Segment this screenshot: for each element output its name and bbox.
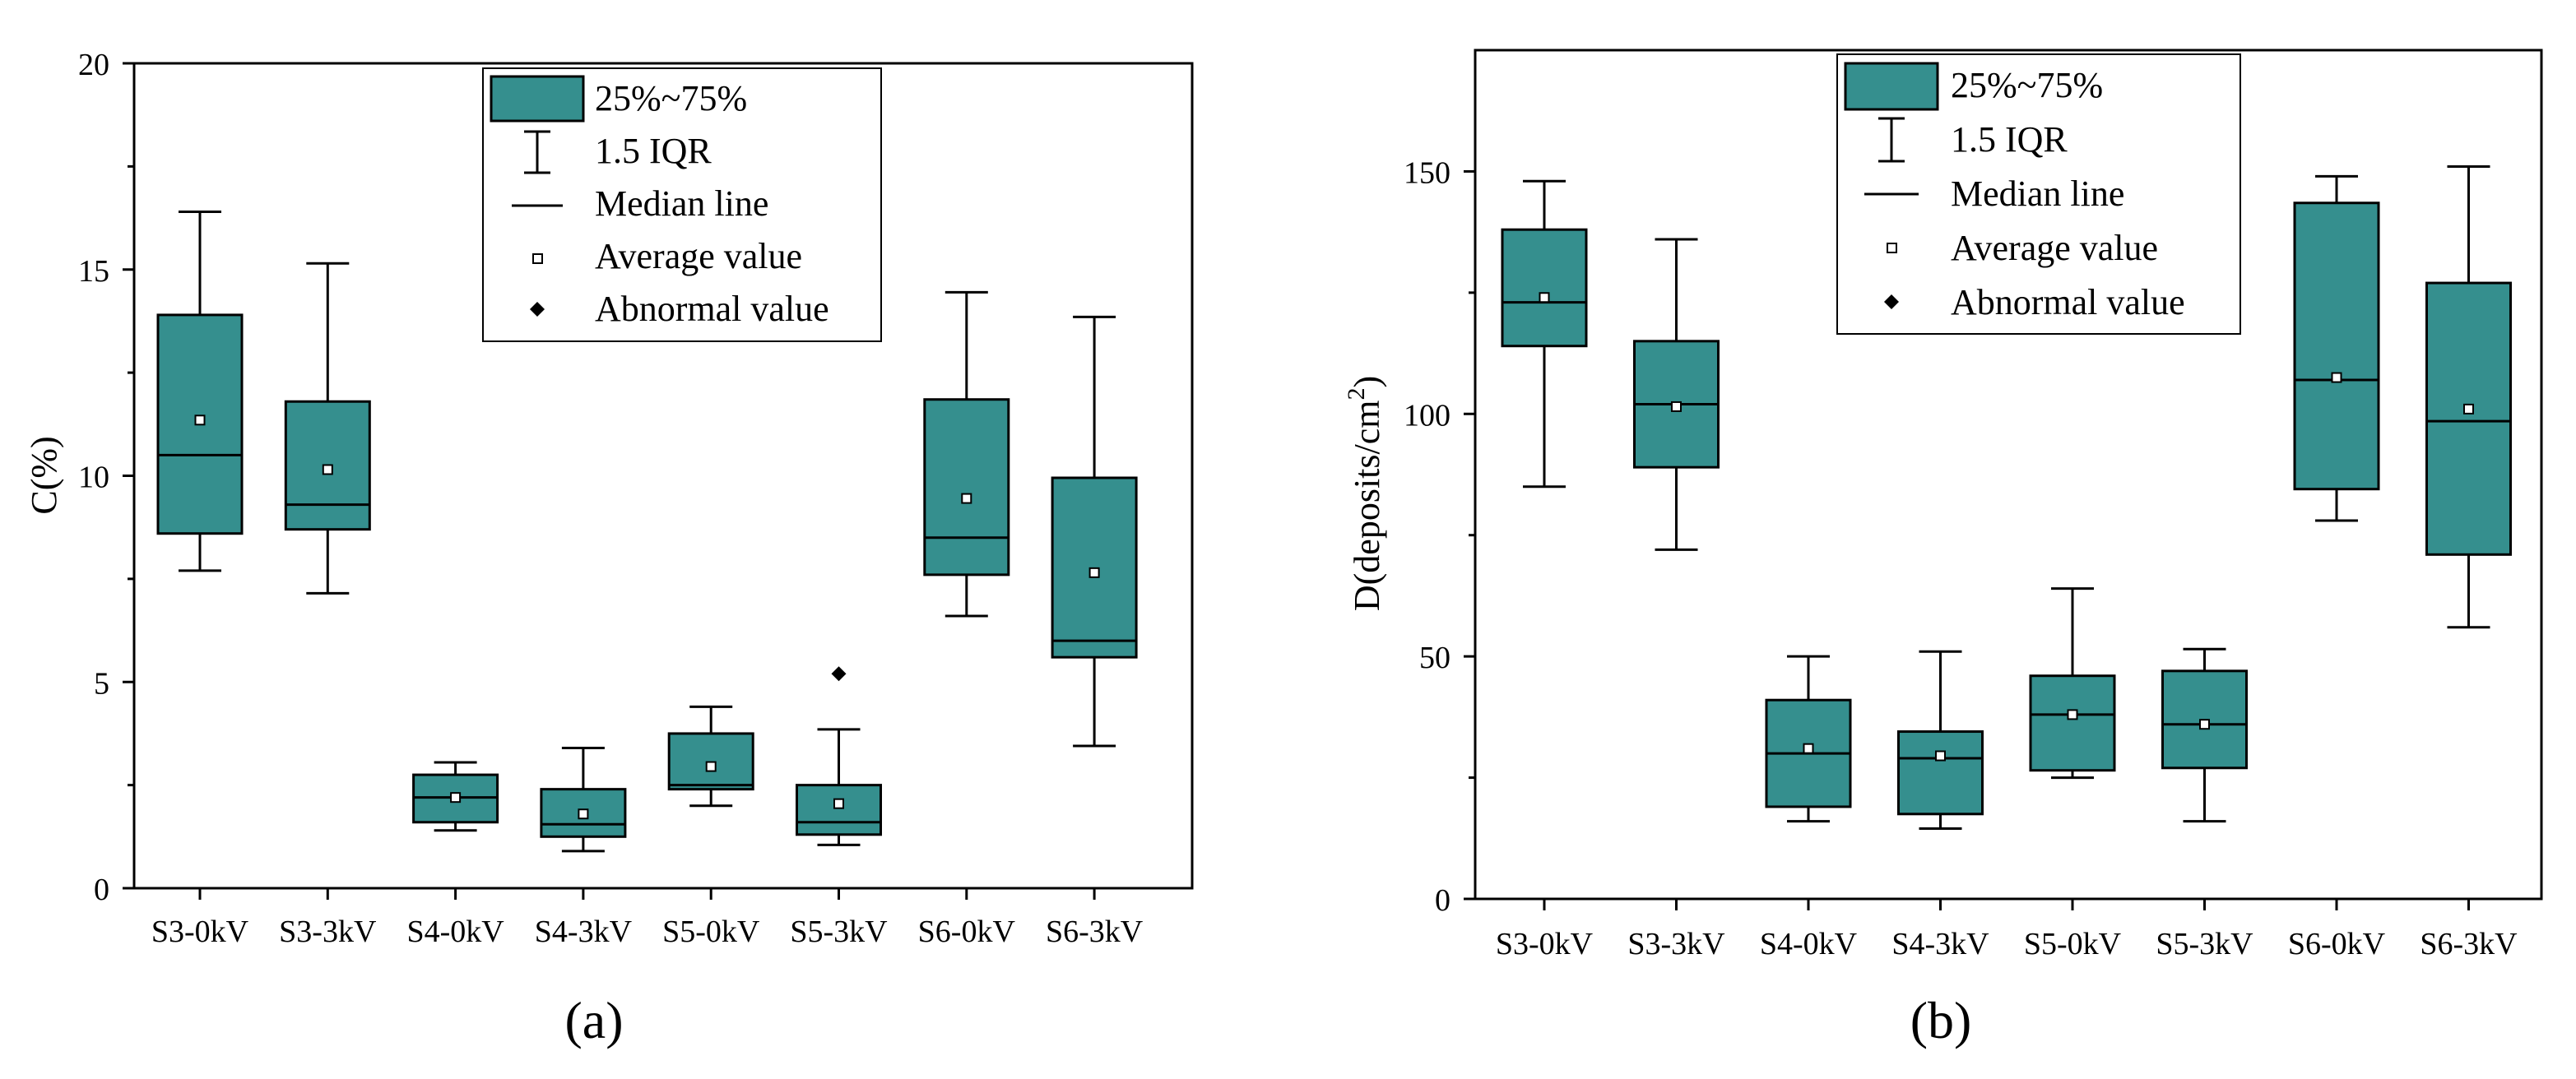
panel-b-y-axis-label: D(deposits/cm2) xyxy=(1343,376,1387,611)
panel-b-chart: 0 50 100 150 S3-0kV S3-3kV S4-0kV S4-3kV S5-0kV… xyxy=(1343,49,2543,1049)
box-S4-3kV xyxy=(1897,650,1984,830)
box-S6-3kV xyxy=(2425,165,2512,629)
panel-b-legend: 25%~75% 1.5 IQR Median line Average valu… xyxy=(1836,53,2241,335)
box-S4-3kV xyxy=(540,746,627,853)
mean-marker xyxy=(2067,709,2078,720)
mean-marker xyxy=(961,493,972,504)
x-tick-label: S5-3kV xyxy=(790,915,888,949)
mean-marker xyxy=(1671,401,1682,412)
mean-marker xyxy=(1935,750,1946,762)
y-tick-label: 20 xyxy=(78,48,109,82)
x-tick-label: S6-3kV xyxy=(2420,927,2518,961)
box-S5-0kV xyxy=(667,705,754,808)
mean-marker xyxy=(2331,372,2342,383)
box-S4-0kV xyxy=(412,761,499,832)
legend-box-swatch xyxy=(1844,62,1939,111)
box-S3-0kV xyxy=(1501,179,1588,489)
legend-mean-symbol xyxy=(1887,243,1897,253)
mean-marker xyxy=(194,414,206,426)
iqr-box xyxy=(2293,201,2380,491)
y-tick-label: 0 xyxy=(1435,883,1450,918)
y-tick-label: 50 xyxy=(1419,641,1450,675)
x-tick-label: S4-3kV xyxy=(535,915,633,949)
legend-outlier-label: Abnormal value xyxy=(1951,282,2185,322)
legend-mean-label: Average value xyxy=(1951,228,2158,268)
y-tick-label: 15 xyxy=(78,254,109,289)
mean-marker xyxy=(2463,403,2474,414)
panel-a-boxes xyxy=(156,211,1138,853)
panel-a-y-axis-label: C(%) xyxy=(24,436,64,514)
outlier-marker xyxy=(831,666,847,682)
mean-marker xyxy=(1088,567,1100,578)
box-S4-0kV xyxy=(1765,655,1852,823)
iqr-box xyxy=(1897,730,1984,816)
x-tick-label: S4-0kV xyxy=(406,915,504,949)
y-tick-label: 0 xyxy=(94,873,109,907)
iqr-box xyxy=(2029,674,2116,772)
x-tick-label: S6-3kV xyxy=(1046,915,1144,949)
box-S6-0kV xyxy=(2293,174,2380,522)
mean-marker xyxy=(2199,719,2210,730)
x-tick-label: S3-0kV xyxy=(1496,927,1594,961)
panel-b-x-axis: S3-0kV S3-3kV S4-0kV S4-3kV S5-0kV S5-3kV S6-0… xyxy=(1496,899,2518,961)
panel-b-y-axis: 0 50 100 150 xyxy=(1404,155,1475,918)
box-S3-3kV xyxy=(1633,238,1720,551)
mean-marker xyxy=(578,808,589,820)
y-tick-label: 150 xyxy=(1404,155,1450,190)
legend-outlier-symbol xyxy=(1884,294,1899,309)
y-tick-label: 100 xyxy=(1404,398,1450,433)
panel-b-label: (b) xyxy=(1910,991,1972,1049)
iqr-box xyxy=(923,398,1010,577)
mean-marker xyxy=(450,792,462,803)
panel-a-x-axis: S3-0kV S3-3kV S4-0kV S4-3kV S5-0kV S5-3kV S6-0… xyxy=(151,888,1144,949)
x-tick-label: S5-0kV xyxy=(662,915,760,949)
y-tick-label: 10 xyxy=(78,461,109,495)
x-tick-label: S3-3kV xyxy=(1627,927,1725,961)
iqr-box xyxy=(796,784,882,836)
x-tick-label: S4-3kV xyxy=(1891,927,1989,961)
y-tick-label: 5 xyxy=(94,666,109,701)
legend-median-label: Median line xyxy=(595,183,768,224)
legend-median-label: Median line xyxy=(1951,174,2124,214)
box-S5-3kV xyxy=(796,666,882,846)
box-S5-0kV xyxy=(2029,587,2116,780)
legend-mean-label: Average value xyxy=(595,236,802,276)
panel-a-legend: 25%~75% 1.5 IQR Median line Average valu… xyxy=(482,67,882,342)
panel-b-plot-frame xyxy=(1474,49,2543,901)
x-tick-label: S5-0kV xyxy=(2024,927,2122,961)
panel-a-y-axis: 0 5 10 15 20 xyxy=(78,48,134,907)
x-tick-label: S3-0kV xyxy=(151,915,249,949)
box-S3-0kV xyxy=(156,211,244,572)
mean-marker xyxy=(833,798,844,809)
panel-a-label: (a) xyxy=(564,991,623,1049)
legend-iqr-symbol xyxy=(524,130,550,174)
legend-box-label: 25%~75% xyxy=(1951,65,2103,105)
legend-mean-symbol xyxy=(532,253,543,264)
mean-marker xyxy=(322,464,333,475)
legend-iqr-label: 1.5 IQR xyxy=(1951,119,2068,160)
legend-outlier-label: Abnormal value xyxy=(595,289,829,329)
iqr-box xyxy=(1501,228,1588,348)
mean-marker xyxy=(1803,743,1814,754)
legend-outlier-symbol xyxy=(530,302,545,317)
legend-iqr-symbol xyxy=(1878,117,1905,163)
box-S6-0kV xyxy=(923,290,1010,618)
box-S5-3kV xyxy=(2161,647,2248,823)
box-S3-3kV xyxy=(284,262,371,595)
panel-b-boxes xyxy=(1501,165,2512,830)
x-tick-label: S5-3kV xyxy=(2156,927,2253,961)
iqr-box xyxy=(2425,281,2512,556)
mean-marker xyxy=(705,761,717,772)
x-tick-label: S6-0kV xyxy=(2288,927,2386,961)
x-tick-label: S4-0kV xyxy=(1760,927,1858,961)
legend-box-swatch xyxy=(490,75,585,123)
legend-box-label: 25%~75% xyxy=(595,78,747,118)
x-tick-label: S6-0kV xyxy=(918,915,1016,949)
x-tick-label: S3-3kV xyxy=(279,915,377,949)
box-S6-3kV xyxy=(1051,315,1138,748)
mean-marker xyxy=(1539,292,1550,303)
legend-iqr-label: 1.5 IQR xyxy=(595,131,712,171)
